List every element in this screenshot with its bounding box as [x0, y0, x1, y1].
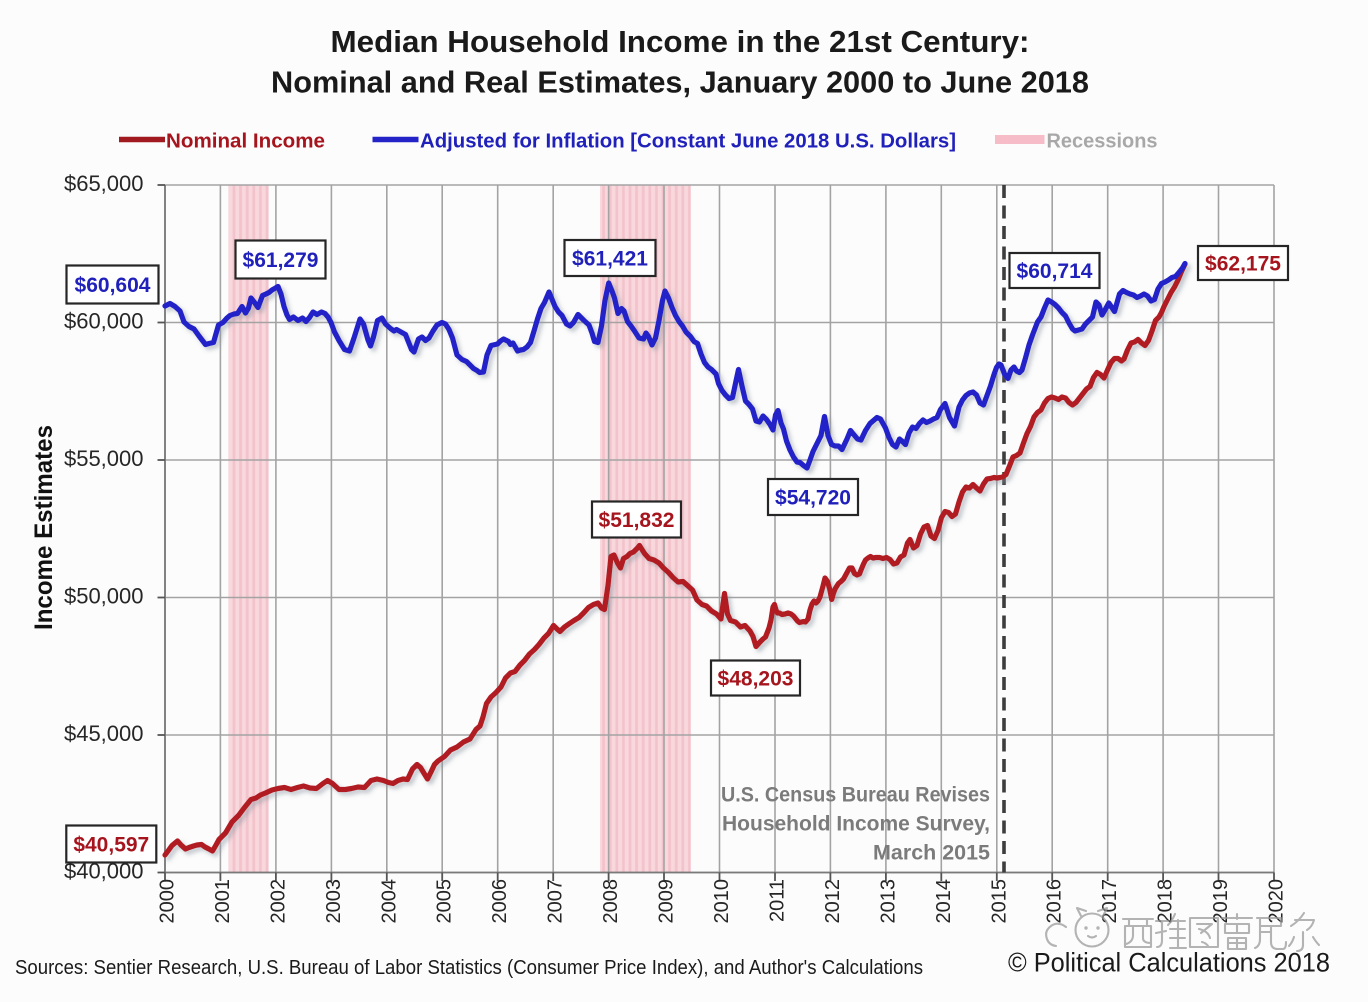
- svg-text:$61,421: $61,421: [572, 248, 648, 271]
- svg-text:2005: 2005: [434, 879, 456, 924]
- svg-text:2006: 2006: [489, 879, 511, 924]
- svg-text:$60,000: $60,000: [64, 309, 144, 334]
- svg-text:Nominal Income: Nominal Income: [166, 130, 325, 153]
- svg-text:$54,720: $54,720: [775, 487, 851, 510]
- svg-text:2012: 2012: [822, 879, 844, 924]
- svg-text:2001: 2001: [212, 879, 234, 924]
- svg-text:2003: 2003: [323, 879, 345, 924]
- svg-text:Adjusted for Inflation [Consta: Adjusted for Inflation [Constant June 20…: [420, 130, 956, 153]
- svg-text:2013: 2013: [877, 879, 899, 924]
- svg-text:Sources: Sentier Research, U.S: Sources: Sentier Research, U.S. Bureau o…: [15, 957, 923, 979]
- svg-text:$51,832: $51,832: [599, 509, 675, 532]
- svg-text:$48,203: $48,203: [718, 668, 794, 691]
- svg-text:$60,714: $60,714: [1017, 260, 1093, 283]
- svg-text:$65,000: $65,000: [64, 171, 144, 196]
- svg-text:Income Estimates: Income Estimates: [30, 425, 58, 630]
- svg-text:2011: 2011: [767, 879, 789, 922]
- svg-text:March 2015: March 2015: [873, 842, 990, 865]
- svg-text:U.S. Census Bureau Revises: U.S. Census Bureau Revises: [721, 784, 990, 807]
- svg-text:$61,279: $61,279: [243, 249, 319, 272]
- svg-text:$40,597: $40,597: [73, 834, 149, 857]
- svg-text:$55,000: $55,000: [64, 446, 144, 471]
- svg-text:$62,175: $62,175: [1205, 253, 1281, 276]
- svg-text:2002: 2002: [267, 879, 289, 924]
- svg-text:Recessions: Recessions: [1047, 130, 1158, 153]
- svg-text:2020: 2020: [1266, 879, 1288, 924]
- svg-text:2000: 2000: [157, 879, 179, 924]
- svg-text:$60,604: $60,604: [75, 274, 151, 297]
- svg-text:Nominal and Real Estimates, Ja: Nominal and Real Estimates, January 2000…: [271, 65, 1089, 100]
- svg-text:2010: 2010: [711, 879, 733, 924]
- svg-text:2015: 2015: [988, 879, 1010, 924]
- svg-text:2004: 2004: [378, 879, 400, 924]
- svg-text:$45,000: $45,000: [64, 721, 144, 746]
- svg-text:2016: 2016: [1044, 879, 1066, 924]
- svg-text:Median Household Income in the: Median Household Income in the 21st Cent…: [331, 24, 1030, 59]
- svg-text:Household Income Survey,: Household Income Survey,: [722, 813, 990, 836]
- svg-text:$50,000: $50,000: [64, 584, 144, 609]
- svg-text:2019: 2019: [1210, 879, 1232, 924]
- svg-text:© Political Calculations 2018: © Political Calculations 2018: [1008, 948, 1330, 978]
- svg-text:2018: 2018: [1155, 879, 1177, 924]
- svg-text:2007: 2007: [545, 879, 567, 924]
- svg-text:2009: 2009: [656, 879, 678, 924]
- svg-text:2008: 2008: [600, 879, 622, 924]
- svg-text:$40,000: $40,000: [64, 859, 144, 884]
- svg-text:2014: 2014: [933, 879, 955, 924]
